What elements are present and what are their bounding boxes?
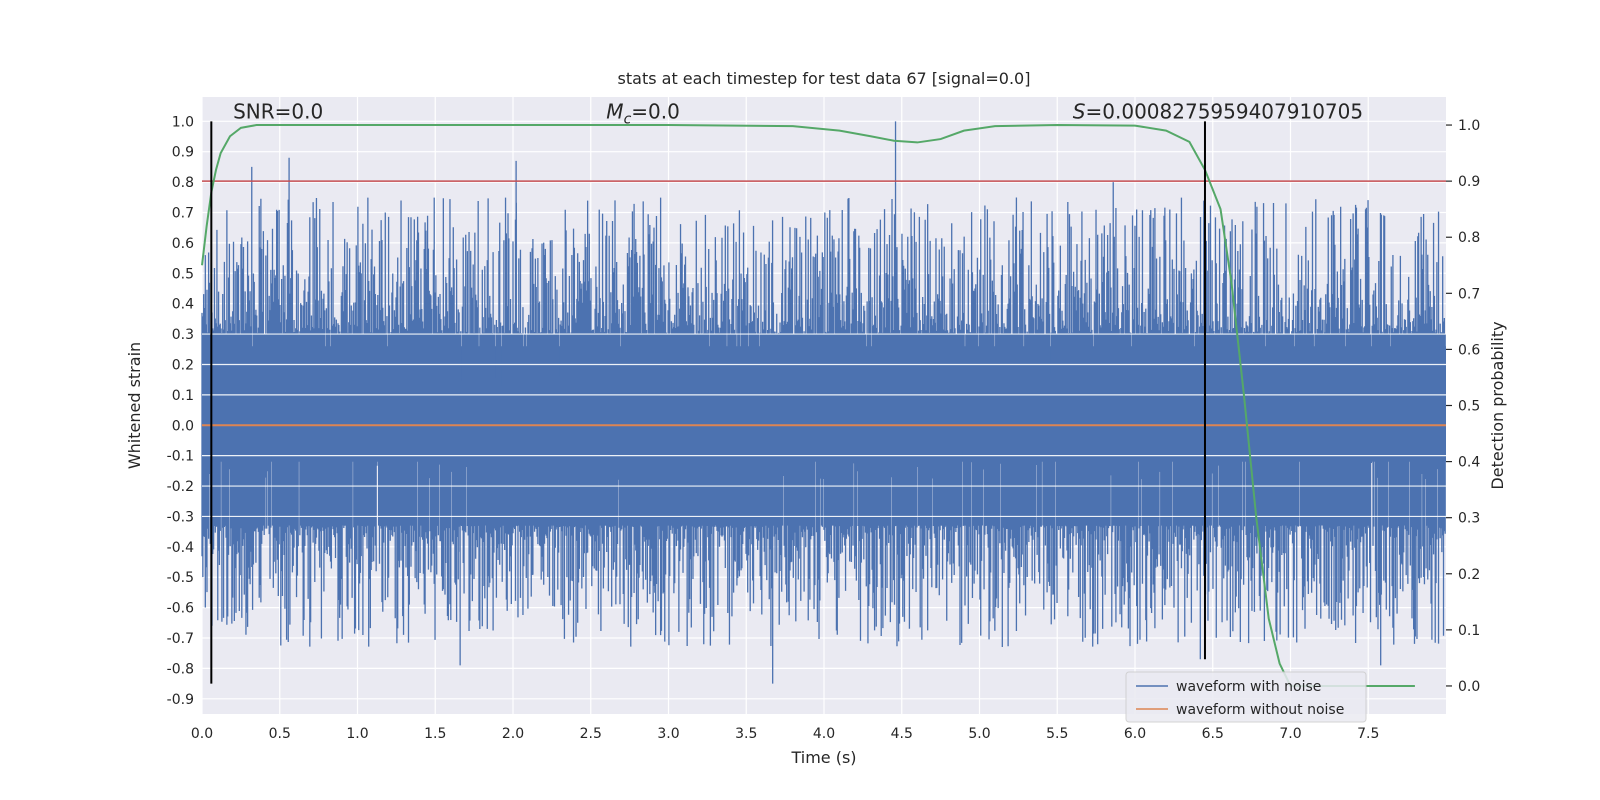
annotation-1: SNR=0.0 (233, 99, 323, 123)
x-tick-label: 6.5 (1202, 726, 1224, 742)
legend-label: waveform with noise (1176, 679, 1321, 695)
x-tick-label: 0.0 (191, 726, 213, 742)
x-tick-label: 4.5 (891, 726, 913, 742)
y2-tick-label: 1.0 (1458, 118, 1480, 134)
x-axis-title: Time (s) (790, 748, 856, 767)
y-tick-label: 0.1 (172, 388, 194, 404)
annotation-2: Mc=0.0 (606, 99, 680, 127)
y2-tick-label: 0.0 (1458, 679, 1480, 695)
x-tick-label: 5.0 (968, 726, 990, 742)
y2-tick-label: 0.9 (1458, 174, 1480, 190)
x-tick-label: 7.0 (1279, 726, 1301, 742)
x-tick-label: 4.0 (813, 726, 835, 742)
series-waveform-with-noise (201, 121, 1446, 684)
y-tick-label: 0.0 (172, 418, 194, 434)
y-axis-title: Whitened strain (125, 342, 144, 469)
y-tick-label: -0.9 (167, 692, 194, 708)
y-tick-label: -0.8 (167, 661, 194, 677)
y2-tick-label: 0.7 (1458, 286, 1480, 302)
y-tick-label: -0.3 (167, 509, 194, 525)
y-tick-label: 0.9 (172, 145, 194, 161)
x-tick-label: 7.5 (1357, 726, 1379, 742)
legend-label: waveform without noise (1176, 702, 1344, 718)
series-detection-probability (201, 124, 1415, 687)
x-tick-label: 3.0 (657, 726, 679, 742)
y-tick-label: -0.5 (167, 570, 194, 586)
legend-box (1125, 671, 1367, 723)
y2-tick-label: 0.6 (1458, 342, 1480, 358)
y2-tick-label: 0.1 (1458, 623, 1480, 639)
x-tick-label: 0.5 (269, 726, 291, 742)
x-tick-label: 6.0 (1124, 726, 1146, 742)
y-tick-label: -0.4 (167, 540, 194, 556)
y-tick-label: 0.7 (172, 205, 194, 221)
annotation-3: S=0.0008275959407910705 (1073, 99, 1363, 123)
y2-tick-label: 0.3 (1458, 511, 1480, 527)
x-tick-label: 5.5 (1046, 726, 1068, 742)
y-tick-label: 0.6 (172, 236, 194, 252)
y-tick-label: -0.7 (167, 631, 194, 647)
x-tick-label: 1.0 (346, 726, 368, 742)
y-tick-label: 0.4 (172, 297, 194, 313)
chart-title: stats at each timestep for test data 67 … (618, 69, 1031, 88)
y-tick-label: 0.8 (172, 175, 194, 191)
y2-tick-label: 0.4 (1458, 455, 1480, 471)
y2-axis-title: Detection probability (1488, 321, 1507, 489)
x-tick-label: 1.5 (424, 726, 446, 742)
y2-tick-label: 0.2 (1458, 567, 1480, 583)
y-tick-label: 1.0 (172, 114, 194, 130)
y-tick-label: -0.6 (167, 601, 194, 617)
y-tick-label: -0.2 (167, 479, 194, 495)
y2-tick-label: 0.8 (1458, 230, 1480, 246)
y-tick-label: 0.2 (172, 357, 194, 373)
x-tick-label: 2.5 (580, 726, 602, 742)
y-tick-label: 0.3 (172, 327, 194, 343)
y-tick-label: 0.5 (172, 266, 194, 282)
x-tick-label: 2.0 (502, 726, 524, 742)
x-tick-label: 3.5 (735, 726, 757, 742)
y-tick-label: -0.1 (167, 449, 194, 465)
y2-tick-label: 0.5 (1458, 399, 1480, 415)
